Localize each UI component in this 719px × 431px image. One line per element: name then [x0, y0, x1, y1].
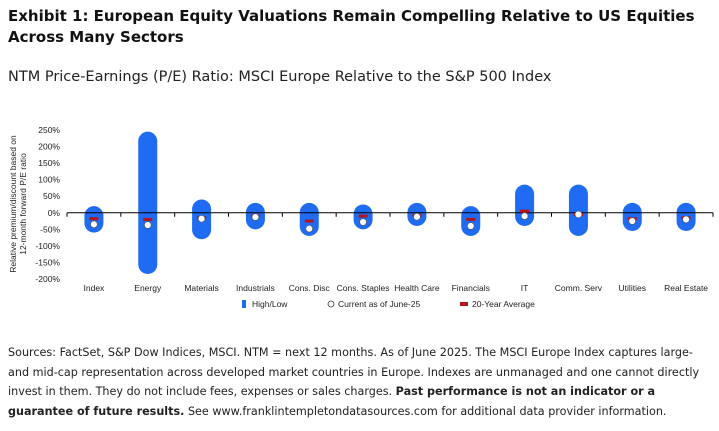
y-tick-label: -50%	[40, 224, 60, 234]
current-value-marker	[628, 217, 636, 225]
twenty-year-average-marker	[466, 217, 476, 221]
y-tick-label: -100%	[35, 241, 60, 251]
y-tick-label: 0%	[48, 208, 61, 218]
twenty-year-average-marker	[520, 209, 530, 213]
source-note: Sources: FactSet, S&P Dow Indices, MSCI.…	[8, 343, 713, 421]
current-value-marker	[467, 222, 475, 230]
category-label: Industrials	[236, 283, 275, 293]
source-text: Sources: FactSet, S&P Dow Indices, MSCI.…	[8, 346, 700, 398]
high-low-bar	[138, 131, 158, 275]
category-label: Financials	[452, 283, 490, 293]
twenty-year-average-marker	[143, 217, 153, 221]
category-label: Utilities	[619, 283, 646, 293]
legend-high-low-label: High/Low	[252, 299, 288, 309]
legend-current-label: Current as of June-25	[338, 299, 420, 309]
twenty-year-average-marker	[89, 217, 99, 221]
category-label: Energy	[134, 283, 162, 293]
exhibit-title: Exhibit 1: European Equity Valuations Re…	[8, 7, 695, 46]
category-label: IT	[521, 283, 529, 293]
current-value-marker	[90, 220, 98, 229]
y-tick-label: 150%	[38, 158, 60, 168]
y-tick-label: 50%	[43, 191, 60, 201]
y-tick-label: 100%	[38, 175, 60, 185]
y-axis-label: Relative premium/discount based on12-mon…	[8, 135, 28, 273]
y-tick-label: -200%	[35, 274, 60, 284]
twenty-year-average-marker	[358, 214, 368, 218]
current-value-marker	[682, 215, 690, 224]
current-value-marker	[251, 213, 260, 221]
high-low-bar	[515, 184, 535, 227]
current-value-marker	[413, 213, 421, 221]
source-link-text: See www.franklintempletondatasources.com…	[184, 404, 667, 418]
chart: 250% 200% 150% 100% 50% 0% -50% -100% -150% -200%…	[8, 125, 714, 309]
current-value-marker	[197, 215, 206, 223]
legend-current-swatch	[327, 300, 335, 308]
current-value-marker	[305, 224, 313, 233]
current-value-marker	[359, 218, 367, 226]
category-label: Cons. Staples	[337, 283, 390, 293]
category-label: Index	[84, 283, 106, 293]
legend-average-swatch	[460, 302, 468, 306]
high-low-bar	[299, 202, 319, 236]
category-label: Materials	[184, 283, 218, 293]
high-low-bar	[622, 202, 642, 231]
category-label: Cons. Disc	[289, 283, 331, 293]
twenty-year-average-marker	[304, 219, 314, 223]
category-label: Comm. Serv	[555, 283, 603, 293]
category-label: Health Care	[394, 283, 440, 293]
y-tick-label: 250%	[38, 125, 60, 135]
category-label: Real Estate	[664, 283, 708, 293]
current-value-marker	[574, 210, 583, 219]
high-low-bar	[461, 206, 481, 236]
current-value-marker	[144, 221, 152, 229]
high-low-bar	[568, 184, 588, 236]
y-tick-label: 200%	[38, 142, 60, 152]
chart-subtitle: NTM Price-Earnings (P/E) Ratio: MSCI Eur…	[8, 69, 552, 85]
legend-average-label: 20-Year Average	[472, 299, 535, 309]
current-value-marker	[520, 212, 529, 220]
y-tick-label: -150%	[35, 257, 60, 267]
disclaimer-bold: Past performance is not an indicator or …	[8, 385, 656, 418]
legend-high-low-swatch	[242, 300, 246, 308]
